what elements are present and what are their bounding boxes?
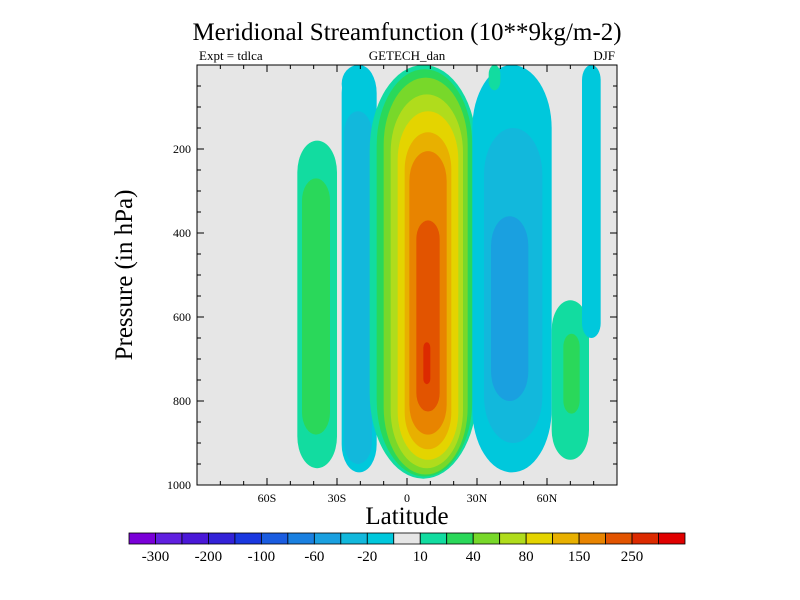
colorbar-swatch — [234, 532, 262, 545]
x-tick-label: 30S — [328, 491, 347, 505]
colorbar-swatch — [313, 532, 342, 545]
hadley-cell-l250 — [423, 342, 431, 385]
colorbar-swatch — [208, 532, 236, 545]
y-tick-label: 800 — [173, 394, 191, 408]
x-tick-label: 0 — [404, 491, 410, 505]
colorbar-swatch — [181, 532, 209, 545]
cell-60s-weak-negative — [262, 214, 274, 431]
y-axis-ticks: 200 400 600 800 1000 — [167, 85, 617, 492]
x-tick-label: 60N — [537, 491, 558, 505]
colorbar-label: -300 — [142, 549, 170, 565]
colorbar-swatch — [128, 532, 156, 545]
polar-cell-nh-negative — [582, 65, 601, 338]
colorbar-swatch — [366, 532, 395, 545]
colorbar-label: 150 — [568, 549, 591, 565]
y-tick-label: 400 — [173, 226, 191, 240]
colorbar-label: 10 — [413, 549, 428, 565]
colorbar-label: 250 — [621, 549, 644, 565]
y-axis-label: Pressure (in hPa) — [111, 190, 138, 361]
colorbar-swatch — [155, 532, 183, 545]
cell-top-nh-positive — [488, 65, 501, 91]
colorbar-label: 40 — [466, 549, 481, 565]
colorbar-swatch — [578, 532, 606, 545]
colorbar-label: -60 — [304, 549, 324, 565]
x-axis-label: Latitude — [365, 503, 448, 530]
colorbar-swatch — [340, 532, 368, 545]
colorbar-label: 80 — [519, 549, 534, 565]
x-tick-label: 60S — [258, 491, 277, 505]
colorbar-swatch — [525, 532, 554, 545]
cell-top-sh-negative — [341, 65, 375, 103]
x-axis-ticks: 60S 30S 0 30N 60N — [219, 65, 595, 505]
colorbar-swatch — [260, 532, 289, 545]
colorbar: -300 -200 -100 -60 -20 10 40 80 150 250 — [128, 532, 686, 565]
colorbar-swatch — [552, 532, 580, 545]
colorbar-swatch — [393, 532, 421, 545]
season-label: DJF — [593, 48, 615, 63]
chart-title: Meridional Streamfunction (10**9kg/m-2) — [192, 19, 621, 46]
colorbar-swatch — [446, 532, 474, 545]
colorbar-swatch — [419, 532, 448, 545]
colorbar-swatch — [631, 532, 659, 545]
colorbar-label: -200 — [195, 549, 223, 565]
dataset-label: GETECH_dan — [369, 48, 446, 63]
colorbar-swatch — [472, 532, 501, 545]
colorbar-swatch — [287, 532, 315, 545]
colorbar-swatch — [605, 532, 633, 545]
y-tick-label: 200 — [173, 142, 191, 156]
colorbar-label: -100 — [248, 549, 276, 565]
contour-fill-layer — [262, 65, 601, 479]
cell-45s-positive-inner — [302, 178, 330, 435]
colorbar-swatch — [499, 532, 527, 545]
colorbar-label: -20 — [357, 549, 377, 565]
ferrel-cell-nh-inner — [491, 216, 529, 401]
experiment-label: Expt = tdlca — [199, 48, 263, 63]
polar-cell-nh-inner — [563, 333, 580, 414]
cell-20s-negative-inner — [344, 111, 372, 464]
y-tick-label: 1000 — [167, 478, 191, 492]
y-tick-label: 600 — [173, 310, 191, 324]
hadley-cell-l200 — [416, 220, 440, 412]
colorbar-swatch — [658, 532, 686, 545]
x-tick-label: 30N — [467, 491, 488, 505]
